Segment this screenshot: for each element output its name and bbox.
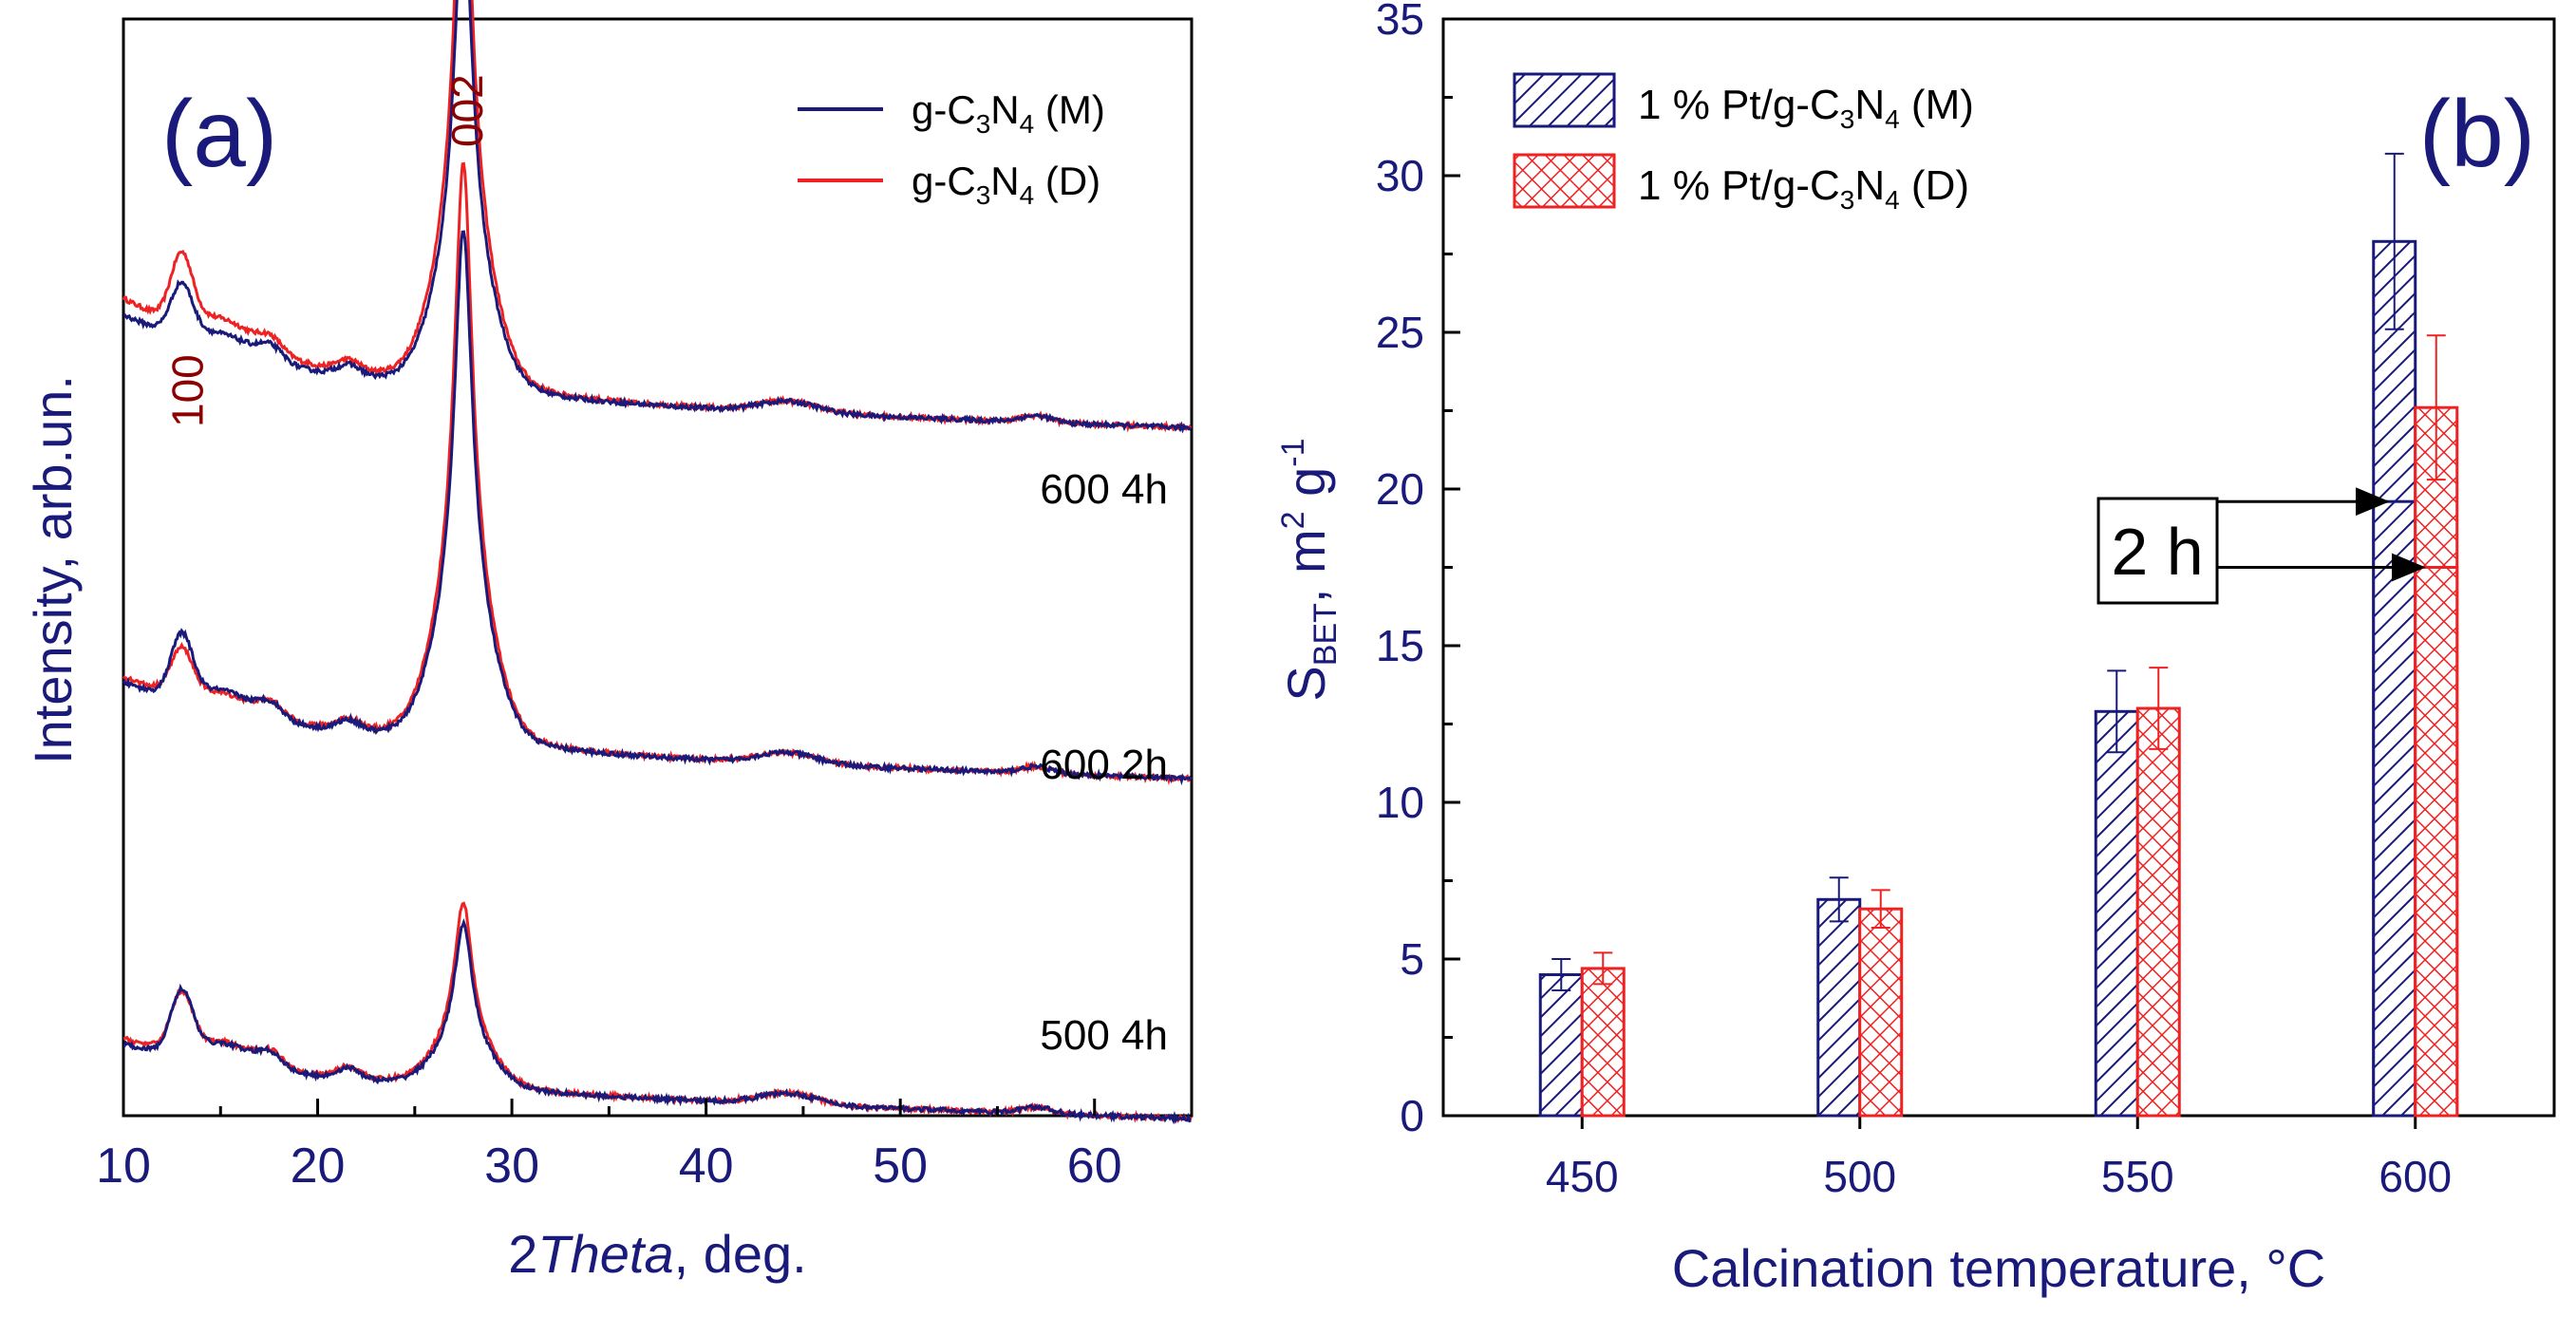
panel-b-bet: 0 5 10 15 20 25 30 35 450 500 550 600 (b) Calcinat… (1275, 0, 2556, 1298)
x-tick-label: 50 (873, 1138, 928, 1194)
panel-b-y-axis-label: SBET, m2 g-1 (1275, 438, 1344, 701)
curve-label: 600 4h (1040, 466, 1168, 513)
xrd-curve-d (122, 161, 1193, 786)
bar-m-500 (1816, 897, 1862, 1118)
panel-a-xrd: 10 20 30 40 50 60 (a) Intensity, arb.un. 2The… (23, 0, 1194, 1284)
xrd-curve-m (122, 0, 1193, 434)
panel-b-bars (1538, 152, 2459, 1118)
x-tick-label: 550 (2101, 1152, 2174, 1201)
legend-label-d: g-C3N4 (D) (912, 159, 1100, 210)
peak-label: 100 (162, 354, 212, 427)
panel-a-peak-labels: 100 002 (162, 74, 492, 427)
panel-b-label: (b) (2419, 81, 2535, 187)
legend-label-m: g-C3N4 (M) (912, 87, 1105, 139)
y-tick-label: 0 (1400, 1091, 1424, 1140)
panel-b-x-axis-label: Calcination temperature, °C (1672, 1238, 2326, 1298)
y-tick-label: 5 (1400, 934, 1424, 984)
x-axis-label-unit: , deg. (674, 1224, 807, 1284)
curve-label: 600 2h (1040, 742, 1168, 788)
x-tick-label: 60 (1067, 1138, 1122, 1194)
panel-a-y-axis-label: Intensity, arb.un. (23, 375, 83, 764)
bar-d-450 (1580, 967, 1626, 1118)
legend-label-m: 1 % Pt/g-C3N4 (M) (1638, 82, 1974, 134)
panel-a-legend: g-C3N4 (M) g-C3N4 (D) (798, 87, 1105, 210)
x-tick-label: 30 (484, 1138, 539, 1194)
panel-a-curves (122, 0, 1193, 1125)
x-tick-label: 500 (1823, 1152, 1896, 1201)
x-tick-label: 20 (291, 1138, 346, 1194)
y-tick-label: 10 (1376, 778, 1424, 827)
x-tick-label: 10 (96, 1138, 151, 1194)
bar-m-550 (2094, 709, 2139, 1118)
panel-b-x-ticks: 450 500 550 600 (1546, 1116, 2452, 1201)
xrd-curve-d (122, 0, 1193, 433)
x-axis-label-theta: Theta (537, 1224, 673, 1284)
bar-2h-d-600 (2414, 566, 2459, 1118)
y-tick-label: 15 (1376, 621, 1424, 670)
annotation-box (2097, 497, 2219, 605)
panel-a-x-ticks: 10 20 30 40 50 60 (96, 1099, 1122, 1194)
legend-swatch-d (1513, 153, 1616, 209)
annotation-text: 2 h (2111, 515, 2203, 589)
x-tick-label: 450 (1546, 1152, 1619, 1201)
xrd-curve-m (122, 230, 1193, 786)
annotation-2h: 2 h (2097, 487, 2426, 605)
y-tick-label: 20 (1376, 464, 1424, 514)
bar-m-450 (1538, 973, 1584, 1118)
panel-a-x-axis-label: 2Theta, deg. (508, 1224, 806, 1284)
bar-2h-m-600 (2372, 499, 2417, 1118)
x-tick-label: 600 (2379, 1152, 2452, 1201)
panel-a-plot-frame (122, 17, 1194, 1118)
bar-d-500 (1858, 907, 1904, 1118)
x-tick-label: 40 (679, 1138, 734, 1194)
y-tick-label: 30 (1376, 151, 1424, 200)
y-tick-label: 35 (1376, 0, 1424, 44)
legend-label-d: 1 % Pt/g-C3N4 (D) (1638, 162, 1969, 215)
peak-label: 002 (442, 74, 492, 147)
panel-b-y-ticks: 0 5 10 15 20 25 30 35 (1376, 0, 1460, 1140)
panel-b-legend: 1 % Pt/g-C3N4 (M) 1 % Pt/g-C3N4 (D) (1513, 72, 1974, 215)
panel-a-curve-labels: 600 4h 600 2h 500 4h (1040, 466, 1168, 1059)
xrd-curve-d (122, 901, 1193, 1124)
curve-label: 500 4h (1040, 1012, 1168, 1059)
x-axis-label-number: 2 (508, 1224, 537, 1284)
xrd-curve-m (122, 917, 1192, 1125)
bar-d-550 (2135, 706, 2181, 1118)
panel-a-label: (a) (161, 81, 277, 187)
legend-swatch-m (1513, 72, 1616, 128)
y-tick-label: 25 (1376, 308, 1424, 357)
